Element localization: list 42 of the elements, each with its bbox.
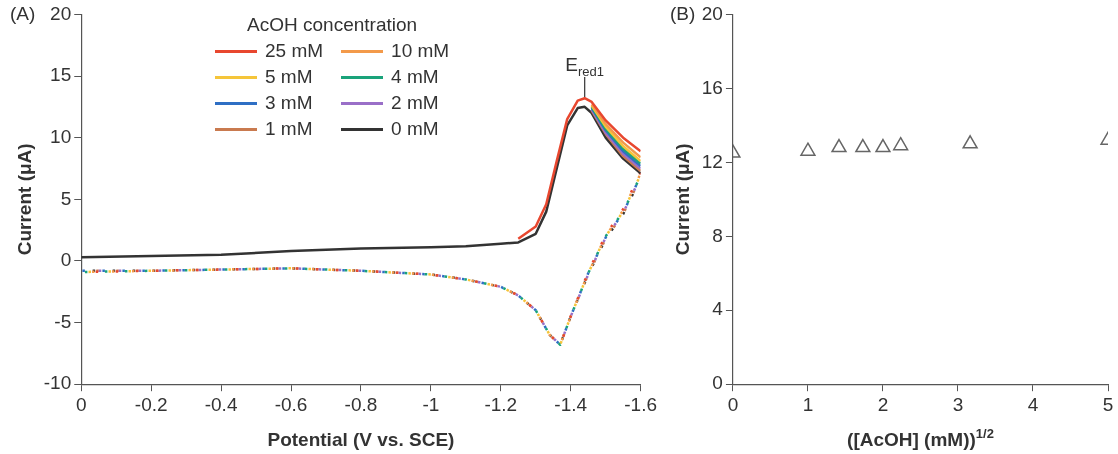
y-tick-label: 0 xyxy=(712,372,723,394)
legend-title: AcOH concentration xyxy=(246,14,419,36)
x-tick-label: 2 xyxy=(877,393,889,415)
y-tick-label: -10 xyxy=(43,372,72,394)
y-tick-label: 4 xyxy=(712,298,724,320)
x-tick-label: 0 xyxy=(75,393,87,415)
x-tick-label: -0.4 xyxy=(204,393,238,415)
x-tick-label: -0.8 xyxy=(344,393,378,415)
y-tick-label: 16 xyxy=(701,76,723,98)
legend-label: 0 mM xyxy=(391,118,439,140)
y-tick-label: -5 xyxy=(54,310,72,332)
x-tick-label: 4 xyxy=(1027,393,1039,415)
x-tick-label: -1.2 xyxy=(484,393,518,415)
text: (A) xyxy=(10,2,36,24)
legend-label: 10 mM xyxy=(391,40,450,62)
y-tick-label: 5 xyxy=(60,187,72,209)
y-tick-label: 15 xyxy=(50,64,72,86)
x-tick-label: -1.6 xyxy=(624,393,658,415)
x-tick-label: 5 xyxy=(1102,393,1114,415)
legend-label: 4 mM xyxy=(391,66,439,88)
x-tick-label: 1 xyxy=(802,393,814,415)
x-tick-label: -0.6 xyxy=(274,393,308,415)
legend-label: 1 mM xyxy=(265,118,313,140)
x-tick-label: -1 xyxy=(422,393,440,415)
text: (B) xyxy=(670,2,696,24)
x-tick-label: 3 xyxy=(952,393,964,415)
y-tick-label: 8 xyxy=(712,224,723,246)
y-tick-label: 0 xyxy=(60,249,72,271)
y-tick-label: 12 xyxy=(701,150,723,172)
x-axis-title: Potential (V vs. SCE) xyxy=(267,429,455,450)
y-axis-title: Current (μA) xyxy=(13,143,35,256)
x-tick-label: -1.4 xyxy=(554,393,588,415)
y-tick-label: 20 xyxy=(50,2,72,24)
x-tick-label: -0.2 xyxy=(134,393,168,415)
x-tick-label: 0 xyxy=(727,393,739,415)
y-axis-title: Current (μA) xyxy=(671,143,693,256)
legend-label: 2 mM xyxy=(391,92,439,114)
y-tick-label: 10 xyxy=(50,125,72,147)
legend-label: 5 mM xyxy=(265,66,313,88)
y-tick-label: 20 xyxy=(701,2,723,24)
legend-label: 3 mM xyxy=(265,92,313,114)
legend-label: 25 mM xyxy=(265,40,324,62)
